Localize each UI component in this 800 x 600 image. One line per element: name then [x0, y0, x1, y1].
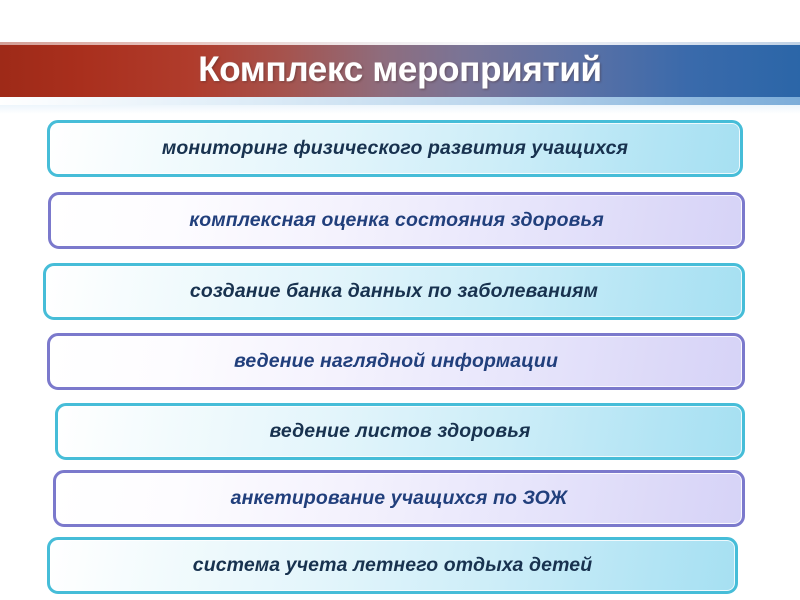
process-box-label: система учета летнего отдыха детей [192, 554, 593, 576]
process-box-label: ведение наглядной информации [234, 350, 558, 372]
process-box-label: комплексная оценка состояния здоровья [189, 209, 604, 231]
process-box-2[interactable]: комплексная оценка состояния здоровья [48, 192, 745, 249]
process-box-label: мониторинг физического развития учащихся [161, 137, 629, 159]
page-title: Комплекс мероприятий [198, 50, 602, 89]
process-box-3[interactable]: создание банка данных по заболеваниям [43, 263, 745, 320]
process-box-label: ведение листов здоровья [269, 420, 531, 442]
process-box-4[interactable]: ведение наглядной информации [47, 333, 745, 390]
title-banner-underline [0, 97, 800, 105]
process-box-1[interactable]: мониторинг физического развития учащихся [47, 120, 743, 177]
title-banner-highlight [0, 42, 800, 45]
process-box-label: анкетирование учащихся по ЗОЖ [230, 487, 568, 509]
title-banner-shadow [0, 105, 800, 114]
process-box-5[interactable]: ведение листов здоровья [55, 403, 745, 460]
title-banner [0, 42, 800, 97]
process-box-6[interactable]: анкетирование учащихся по ЗОЖ [53, 470, 745, 527]
process-box-7[interactable]: система учета летнего отдыха детей [47, 537, 738, 594]
process-box-label: создание банка данных по заболеваниям [189, 280, 599, 302]
